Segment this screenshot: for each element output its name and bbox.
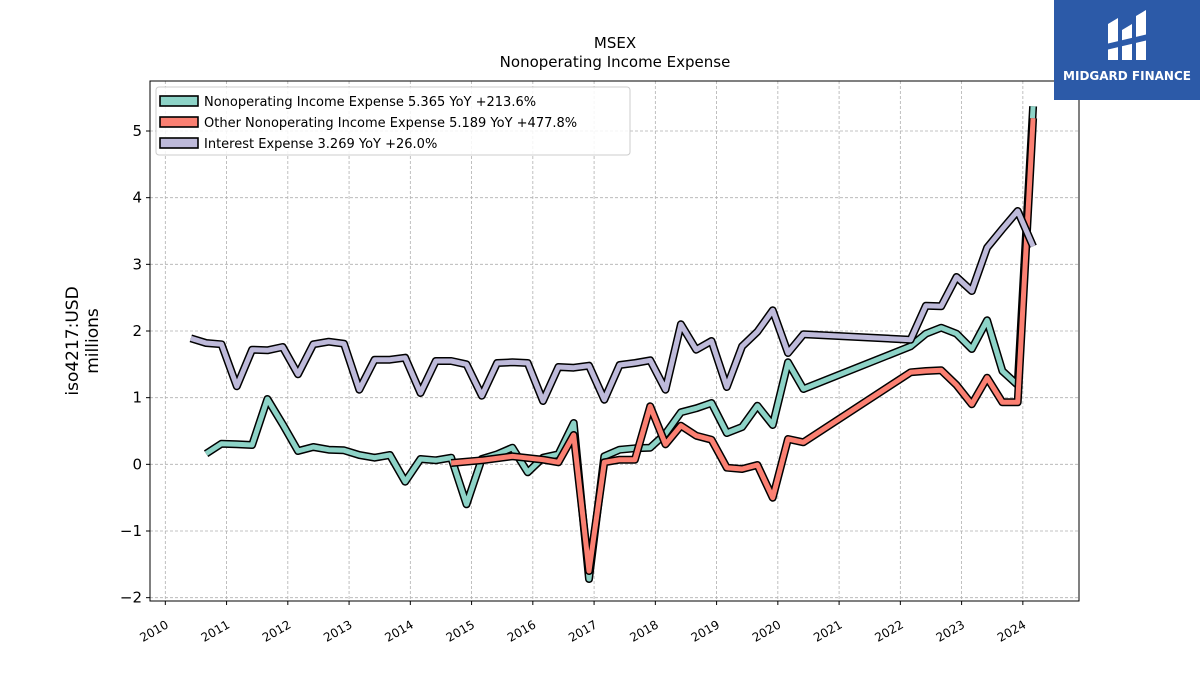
y-tick-label: 2 <box>132 322 142 340</box>
x-tick-label: 2016 <box>505 617 538 644</box>
y-axis-label-line: iso4217:USD <box>63 286 83 395</box>
brand-name: MIDGARD FINANCE <box>1063 69 1191 83</box>
legend-swatch <box>159 95 199 107</box>
legend-label: Other Nonoperating Income Expense 5.189 … <box>204 116 577 131</box>
midgard-finance-logo: MIDGARD FINANCE <box>1054 0 1200 100</box>
x-tick-label: 2013 <box>321 617 354 644</box>
series-layer <box>189 106 1038 583</box>
chart-title: MSEX <box>594 34 636 52</box>
x-tick-label: 2022 <box>872 617 905 644</box>
legend-swatch <box>159 116 199 128</box>
legend-label: Interest Expense 3.269 YoY +26.0% <box>204 137 437 152</box>
y-tick-label: −2 <box>120 589 142 607</box>
midgard-logo-icon <box>1106 10 1148 60</box>
y-axis-label: iso4217:USDmillions <box>63 286 103 395</box>
legend-swatch <box>159 137 199 149</box>
x-tick-label: 2017 <box>566 617 599 644</box>
y-tick-label: −1 <box>120 522 142 540</box>
grid <box>150 81 1079 601</box>
x-tick-label: 2014 <box>382 617 415 644</box>
series-line-other-nonoperating-income-expense <box>450 118 1036 574</box>
x-tick-label: 2020 <box>750 617 783 644</box>
x-tick-label: 2010 <box>137 617 170 644</box>
series-line-interest-expense <box>190 208 1036 404</box>
y-tick-label: 0 <box>132 455 142 473</box>
legend-box <box>155 86 631 156</box>
x-tick-label: 2018 <box>627 617 660 644</box>
y-tick-label: 1 <box>132 389 142 407</box>
legend: Nonoperating Income Expense 5.365 YoY +2… <box>155 86 631 156</box>
x-tick-label: 2023 <box>934 617 967 644</box>
y-tick-label: 5 <box>132 122 142 140</box>
x-tick-label: 2019 <box>689 617 722 644</box>
x-tick-label: 2011 <box>199 617 232 644</box>
series-line-nonoperating-income-expense <box>204 106 1036 582</box>
y-tick-label: 3 <box>132 255 142 273</box>
chart-subtitle: Nonoperating Income Expense <box>500 53 731 71</box>
plot-area-frame <box>149 80 1080 602</box>
x-tick-label: 2012 <box>260 617 293 644</box>
x-tick-label: 2024 <box>995 617 1028 644</box>
legend-label: Nonoperating Income Expense 5.365 YoY +2… <box>204 95 536 110</box>
y-tick-label: 4 <box>132 189 142 207</box>
x-tick-label: 2015 <box>444 617 477 644</box>
y-axis-label-line: millions <box>83 308 103 374</box>
x-tick-label: 2021 <box>811 617 844 644</box>
